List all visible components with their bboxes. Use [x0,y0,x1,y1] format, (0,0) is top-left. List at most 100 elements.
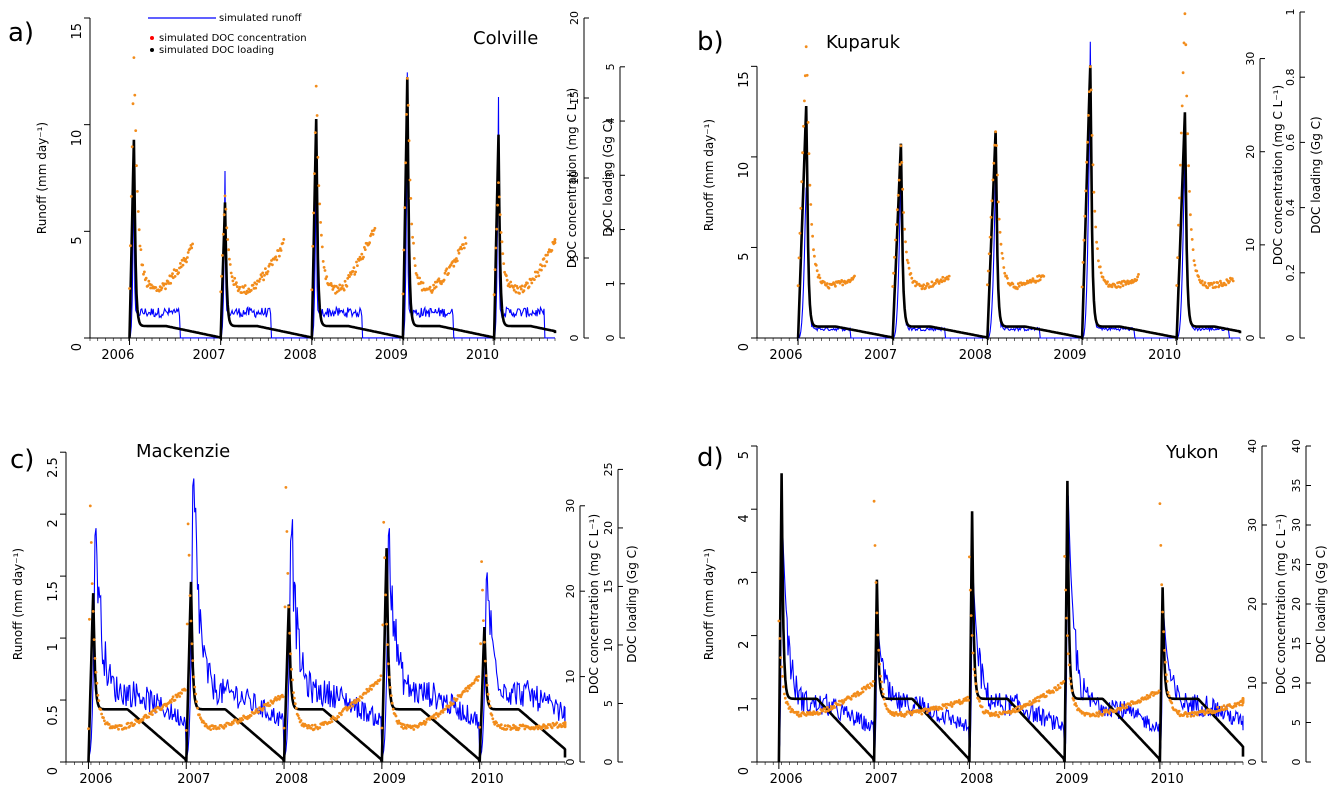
concentration-point [782,685,785,689]
concentration-point [487,699,491,703]
y-tick-label-loading: 40 [1290,439,1303,453]
concentration-point [132,56,136,59]
concentration-point [878,662,881,666]
concentration-point [1098,265,1102,269]
concentration-point [410,222,414,226]
y-tick-label-concentration: 20 [568,11,581,25]
concentration-point [346,277,350,280]
concentration-point [175,269,179,272]
concentration-point [331,288,335,291]
concentration-point [968,588,972,592]
concentration-point [90,582,94,585]
concentration-point [823,707,827,710]
concentration-point [1136,275,1139,279]
concentration-point [1209,709,1213,712]
concentration-point [191,659,195,662]
concentration-point [503,270,506,274]
y-tick-label-loading: 0 [1284,335,1297,342]
y-tick-label-concentration: 10 [1246,676,1259,690]
concentration-point [320,245,324,249]
concentration-point [491,717,495,721]
concentration-point [980,705,984,709]
concentration-point [801,151,804,155]
concentration-point [447,272,450,275]
concentration-point [1159,544,1163,547]
concentration-point [434,716,437,720]
concentration-point [261,271,265,275]
concentration-point [534,275,538,278]
concentration-point [342,288,346,292]
concentration-point [778,637,782,640]
concentration-point [1219,281,1223,285]
concentration-point [253,711,257,715]
concentration-point [100,712,103,716]
concentration-point [310,288,314,292]
y-tick-label-concentration: 10 [1244,238,1257,252]
concentration-point [340,713,343,717]
concentration-point [1196,713,1199,717]
concentration-point [970,634,974,637]
concentration-point [322,723,325,726]
concentration-point [479,642,482,646]
concentration-point [998,230,1002,234]
concentration-point [266,270,270,273]
concentration-point [914,284,917,288]
concentration-point [406,103,410,107]
concentration-point [986,269,990,273]
concentration-point [291,678,294,682]
concentration-point [317,184,321,188]
x-tick-label: 2008 [960,772,993,787]
concentration-point [223,194,227,198]
concentration-point [905,250,908,254]
concentration-point [881,687,884,691]
y-tick-label-loading: 4 [604,118,617,125]
concentration-point [542,257,546,260]
y-tick-label-runoff: 2 [737,641,752,649]
concentration-point [221,254,224,257]
concentration-point [1189,228,1193,231]
concentration-point [838,703,842,707]
concentration-point [385,622,388,626]
concentration-point [224,724,228,728]
concentration-point [1096,712,1099,715]
concentration-point [371,233,375,236]
concentration-point [403,723,406,727]
legend: simulated runoff simulated DOC concentra… [148,13,307,56]
concentration-point [185,622,189,626]
concentration-point [518,292,521,295]
concentration-point [1028,700,1032,703]
concentration-point [257,280,261,283]
concentration-point [943,279,946,283]
y-axis-label-concentration: DOC concentration (mg C L⁻¹) [1271,85,1285,265]
concentration-point [811,234,814,238]
y-tick-label-concentration: 40 [1246,439,1259,453]
concentration-point [786,702,790,706]
concentration-point [89,541,93,544]
series-loading-line [87,548,567,763]
concentration-point [1054,686,1057,689]
x-tick-label: 2010 [1151,772,1184,787]
concentration-point [861,690,865,694]
concentration-point [292,691,295,694]
concentration-point [892,714,896,717]
concentration-point [405,113,408,116]
y-axis-label-loading: DOC loading (Gg C) [625,545,639,662]
concentration-point [873,544,877,547]
concentration-point [497,181,500,185]
concentration-point [322,266,326,269]
concentration-point [241,718,245,722]
concentration-point [188,594,192,597]
concentration-point [356,264,359,267]
concentration-point [191,242,195,246]
concentration-point [900,161,904,164]
y-tick-label-loading: 10 [602,638,615,652]
concentration-point [192,675,196,679]
concentration-point [229,271,233,275]
concentration-point [271,263,274,267]
concentration-point [1179,131,1183,135]
concentration-point [254,286,258,290]
y-tick-label-runoff: 10 [70,130,85,147]
concentration-point [249,288,253,292]
concentration-point [1087,90,1091,93]
concentration-point [880,680,883,684]
